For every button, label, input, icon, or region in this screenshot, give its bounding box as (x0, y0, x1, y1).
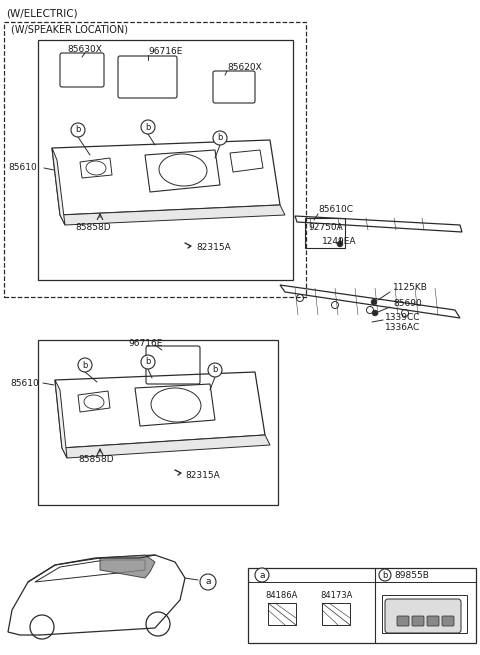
Text: b: b (145, 358, 151, 367)
Text: 84186A: 84186A (265, 591, 298, 599)
Circle shape (78, 358, 92, 372)
Text: 85620X: 85620X (227, 64, 262, 73)
Circle shape (141, 120, 155, 134)
FancyBboxPatch shape (412, 616, 424, 626)
Bar (38, 40, 293, 280)
Bar (268, 603, 296, 625)
Text: b: b (382, 571, 388, 580)
Bar (4, 22, 306, 297)
Polygon shape (62, 435, 270, 458)
Text: 1339CC: 1339CC (385, 314, 420, 322)
FancyBboxPatch shape (397, 616, 409, 626)
Text: b: b (82, 360, 88, 369)
Text: 85610: 85610 (8, 164, 37, 172)
Circle shape (379, 569, 391, 581)
Text: 85610: 85610 (10, 379, 39, 388)
Circle shape (141, 355, 155, 369)
FancyBboxPatch shape (427, 616, 439, 626)
Text: b: b (217, 134, 223, 143)
Text: 85630X: 85630X (68, 45, 102, 54)
Text: a: a (205, 578, 211, 586)
Circle shape (255, 568, 269, 582)
Text: b: b (145, 122, 151, 132)
Text: 82315A: 82315A (185, 470, 220, 479)
FancyBboxPatch shape (442, 616, 454, 626)
Bar (248, 568, 476, 643)
Text: a: a (259, 571, 265, 580)
FancyBboxPatch shape (385, 599, 461, 633)
Text: (W/SPEAKER LOCATION): (W/SPEAKER LOCATION) (11, 25, 128, 35)
Text: 85858D: 85858D (75, 223, 110, 233)
Text: 82315A: 82315A (196, 244, 231, 252)
Text: 92750A: 92750A (308, 223, 343, 233)
Bar (38, 340, 278, 505)
Text: (W/ELECTRIC): (W/ELECTRIC) (6, 9, 78, 19)
Polygon shape (100, 555, 155, 578)
Text: 84173A: 84173A (320, 591, 352, 599)
Circle shape (371, 299, 377, 305)
Circle shape (71, 123, 85, 137)
Text: 85690: 85690 (393, 299, 422, 309)
Text: 89855B: 89855B (394, 571, 429, 580)
Circle shape (337, 241, 343, 247)
Text: 1249EA: 1249EA (322, 238, 357, 246)
Bar (322, 603, 350, 625)
Polygon shape (60, 205, 285, 225)
Text: 96716E: 96716E (148, 48, 182, 56)
Bar (382, 595, 467, 633)
Text: 96716E: 96716E (128, 339, 162, 348)
Text: b: b (75, 126, 81, 134)
Circle shape (213, 131, 227, 145)
Circle shape (200, 574, 216, 590)
Text: 1125KB: 1125KB (393, 284, 428, 293)
Circle shape (372, 310, 378, 316)
Polygon shape (55, 380, 67, 458)
Circle shape (208, 363, 222, 377)
Text: 85858D: 85858D (78, 455, 114, 464)
Polygon shape (52, 148, 65, 225)
Text: 1336AC: 1336AC (385, 322, 420, 331)
Bar (305, 218, 345, 248)
Text: b: b (212, 365, 218, 375)
Text: 85610C: 85610C (318, 206, 353, 214)
